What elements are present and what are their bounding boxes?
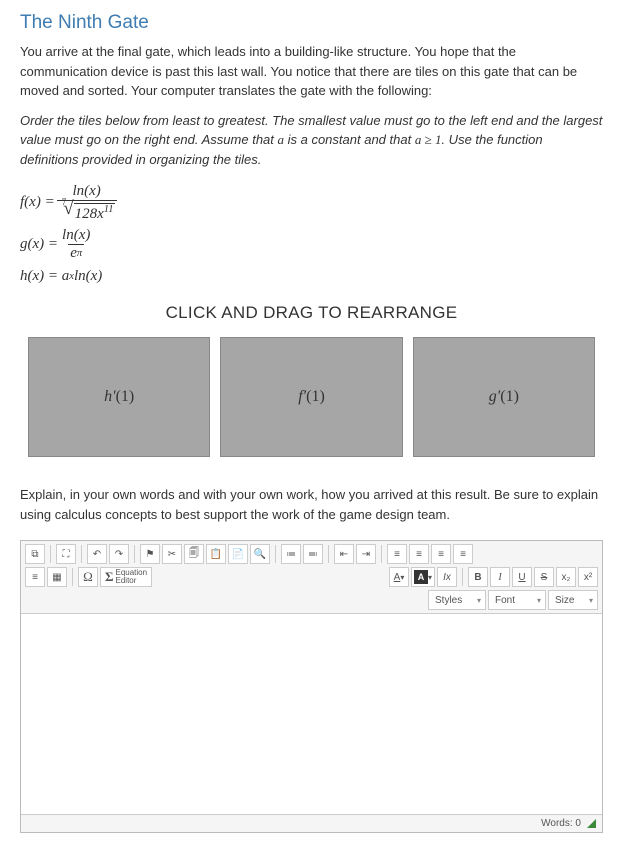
maximize-icon[interactable]: ⛶: [56, 544, 76, 564]
font-label: Font: [495, 595, 515, 606]
subscript-button[interactable]: x₂: [556, 567, 576, 587]
tile-3[interactable]: g′(1): [413, 337, 595, 457]
source-icon[interactable]: ⧉: [25, 544, 45, 564]
root-index: 7: [62, 197, 67, 207]
tile-arg: (1): [306, 388, 325, 405]
instructions: Order the tiles below from least to grea…: [20, 111, 603, 170]
tile-arg: (1): [500, 388, 519, 405]
unordered-list-icon[interactable]: ≔: [281, 544, 301, 564]
formula-h: h(x) = ax ln(x): [20, 268, 603, 285]
tile-fn: h: [104, 388, 112, 405]
equation-editor-button[interactable]: Σ Equation Editor: [100, 567, 152, 587]
superscript-button[interactable]: x²: [578, 567, 598, 587]
editor-body[interactable]: [21, 614, 602, 814]
g-den-exp: π: [77, 248, 82, 259]
intro-text: You arrive at the final gate, which lead…: [20, 42, 603, 101]
underline-button[interactable]: U: [512, 567, 532, 587]
find-icon[interactable]: 🔍: [250, 544, 270, 564]
g-lhs: g(x) =: [20, 236, 58, 253]
size-label: Size: [555, 595, 574, 606]
align-center-icon[interactable]: ≡: [409, 544, 429, 564]
font-select[interactable]: Font▾: [488, 590, 546, 610]
text-color-icon: A: [394, 572, 401, 583]
styles-select[interactable]: Styles▾: [428, 590, 486, 610]
resize-handle-icon[interactable]: [587, 819, 596, 828]
italic-button[interactable]: I: [490, 567, 510, 587]
g-numerator: ln(x): [60, 227, 92, 244]
editor-toolbar: ⧉ ⛶ ↶ ↷ ⚑ ✂ 🗐 📋 📄 🔍 ≔ ≕ ⇤ ⇥ ≡ ≡ ≡ ≡: [21, 541, 602, 614]
formula-g: g(x) = ln(x) eπ: [20, 227, 603, 262]
tile-fn: f: [298, 388, 302, 405]
strike-button[interactable]: S: [534, 567, 554, 587]
root-icon: 7 √ 128x11: [59, 201, 115, 221]
indent-icon[interactable]: ⇥: [356, 544, 376, 564]
page-title: The Ninth Gate: [20, 12, 603, 34]
f-lhs: f(x) =: [20, 194, 55, 211]
outdent-icon[interactable]: ⇤: [334, 544, 354, 564]
tile-arg: (1): [116, 388, 135, 405]
h-post: ln(x): [74, 268, 102, 285]
editor-footer: Words: 0: [21, 814, 602, 832]
align-justify-icon[interactable]: ≡: [453, 544, 473, 564]
bg-color-icon: A: [414, 570, 428, 584]
bold-button[interactable]: B: [468, 567, 488, 587]
formula-f: f(x) = ln(x) 7 √ 128x11: [20, 183, 603, 221]
redo-icon[interactable]: ↷: [109, 544, 129, 564]
sigma-icon: Σ: [105, 569, 114, 585]
cut-icon[interactable]: ✂: [162, 544, 182, 564]
tile-2[interactable]: f′(1): [220, 337, 402, 457]
instr-a2: a ≥ 1: [415, 132, 442, 147]
root-base: 128x: [75, 206, 104, 222]
size-select[interactable]: Size▾: [548, 590, 598, 610]
text-color-button[interactable]: A▾: [389, 567, 409, 587]
paste-icon[interactable]: 📋: [206, 544, 226, 564]
align-right-icon[interactable]: ≡: [431, 544, 451, 564]
drag-header: CLICK AND DRAG TO REARRANGE: [20, 303, 603, 323]
clear-format-button[interactable]: Ix: [437, 567, 457, 587]
root-exp: 11: [104, 204, 114, 215]
tile-fn: g: [489, 388, 497, 405]
tile-1[interactable]: h′(1): [28, 337, 210, 457]
f-numerator: ln(x): [70, 183, 102, 200]
anchor-icon[interactable]: ⚑: [140, 544, 160, 564]
bg-color-button[interactable]: A▾: [411, 567, 435, 587]
eq-label: Equation Editor: [116, 569, 148, 585]
ordered-list-icon[interactable]: ≕: [303, 544, 323, 564]
word-count: Words: 0: [541, 818, 581, 829]
h-pre: h(x) = a: [20, 268, 69, 285]
g-den-base: e: [70, 245, 77, 262]
undo-icon[interactable]: ↶: [87, 544, 107, 564]
lines-icon[interactable]: ≡: [25, 567, 45, 587]
copy-icon[interactable]: 🗐: [184, 544, 204, 564]
tile-container: h′(1) f′(1) g′(1): [20, 337, 603, 457]
rich-text-editor: ⧉ ⛶ ↶ ↷ ⚑ ✂ 🗐 📋 📄 🔍 ≔ ≕ ⇤ ⇥ ≡ ≡ ≡ ≡: [20, 540, 603, 833]
omega-icon[interactable]: Ω: [78, 567, 98, 587]
paste-word-icon[interactable]: 📄: [228, 544, 248, 564]
align-left-icon[interactable]: ≡: [387, 544, 407, 564]
formula-block: f(x) = ln(x) 7 √ 128x11 g(x) = ln(x) eπ: [20, 183, 603, 285]
instr-mid: is a constant and that: [284, 132, 415, 147]
explain-text: Explain, in your own words and with your…: [20, 485, 603, 524]
styles-label: Styles: [435, 595, 462, 606]
table-icon[interactable]: ▦: [47, 567, 67, 587]
